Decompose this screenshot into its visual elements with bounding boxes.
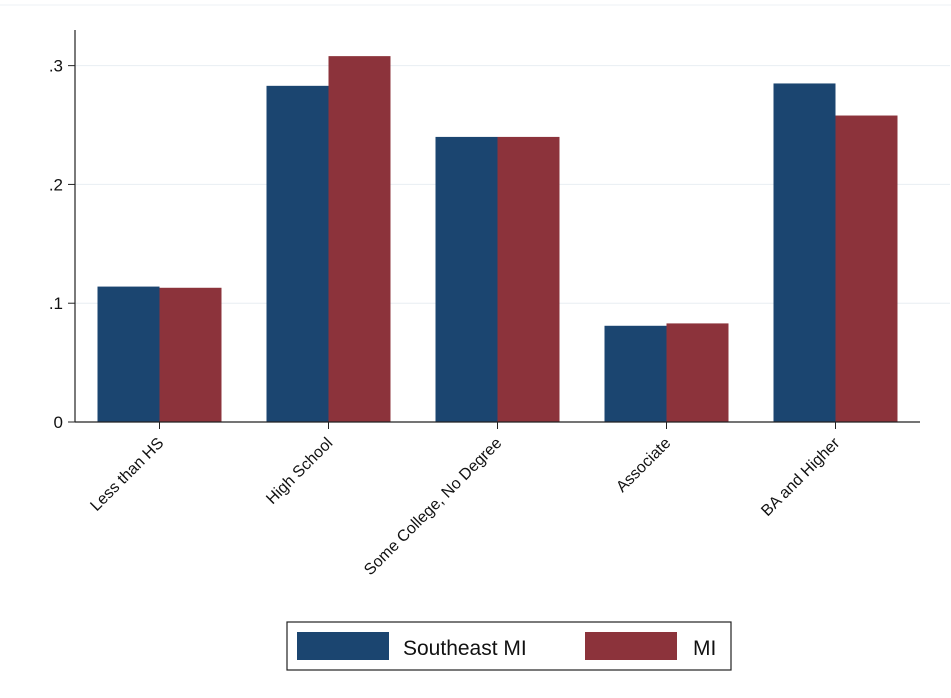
bars-layer [97, 56, 898, 423]
bar-southeast-mi [604, 325, 667, 422]
y-tick-label: .2 [49, 175, 63, 194]
x-tick-label: Associate [613, 435, 674, 496]
legend-swatch [585, 632, 677, 660]
bar-mi [835, 115, 898, 422]
bar-mi [328, 56, 391, 423]
bar-southeast-mi [435, 136, 498, 422]
x-tick-label: High School [263, 435, 336, 508]
bar-mi [159, 287, 222, 422]
bar-southeast-mi [97, 286, 160, 422]
y-tick-label: .1 [49, 294, 63, 313]
bar-southeast-mi [773, 83, 836, 423]
x-tick-label: BA and Higher [758, 434, 843, 519]
x-tick-label: Some College, No Degree [361, 435, 505, 579]
legend-label: Southeast MI [403, 637, 527, 660]
legend-swatch [297, 632, 389, 660]
bar-mi [666, 323, 729, 422]
legend: Southeast MI MI [286, 621, 732, 671]
legend-label: MI [693, 637, 716, 660]
bar-southeast-mi [266, 85, 329, 423]
y-tick-label: 0 [54, 413, 63, 432]
y-tick-label: .3 [49, 57, 63, 76]
x-tick-label: Less than HS [87, 435, 167, 515]
bar-mi [497, 136, 560, 422]
